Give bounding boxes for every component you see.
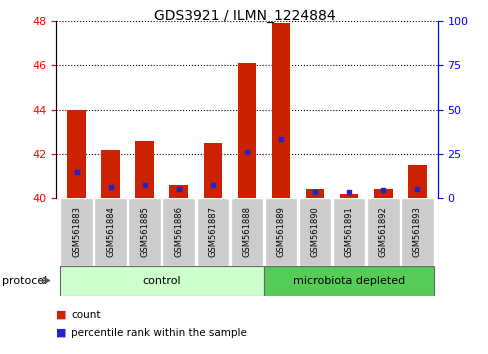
Bar <box>237 63 256 198</box>
Text: GDS3921 / ILMN_1224884: GDS3921 / ILMN_1224884 <box>153 9 335 23</box>
Bar <box>373 189 392 198</box>
Bar <box>271 23 290 198</box>
Text: percentile rank within the sample: percentile rank within the sample <box>71 328 246 338</box>
Bar <box>332 198 365 266</box>
Text: ■: ■ <box>56 328 66 338</box>
Text: GSM561891: GSM561891 <box>344 206 353 257</box>
Text: GSM561886: GSM561886 <box>174 206 183 257</box>
Text: control: control <box>142 275 181 286</box>
Text: GSM561890: GSM561890 <box>310 206 319 257</box>
Text: GSM561887: GSM561887 <box>208 206 217 257</box>
Text: count: count <box>71 310 100 320</box>
Text: GSM561885: GSM561885 <box>140 206 149 257</box>
Text: GSM561884: GSM561884 <box>106 206 115 257</box>
Text: GSM561888: GSM561888 <box>242 206 251 257</box>
Bar <box>230 198 263 266</box>
Bar <box>366 198 399 266</box>
Bar <box>169 185 188 198</box>
Bar <box>407 165 426 198</box>
Bar <box>400 198 433 266</box>
Bar <box>67 110 86 198</box>
Bar <box>298 198 331 266</box>
Text: GSM561892: GSM561892 <box>378 206 387 257</box>
Text: ■: ■ <box>56 310 66 320</box>
Bar <box>60 266 264 296</box>
Text: GSM561893: GSM561893 <box>412 206 421 257</box>
Bar <box>339 194 358 198</box>
Bar <box>128 198 161 266</box>
Bar <box>60 198 93 266</box>
Bar <box>264 266 433 296</box>
Bar <box>162 198 195 266</box>
Bar <box>94 198 127 266</box>
Text: GSM561889: GSM561889 <box>276 206 285 257</box>
Text: protocol: protocol <box>2 275 48 286</box>
Bar <box>196 198 229 266</box>
Bar <box>101 149 120 198</box>
Bar <box>264 198 297 266</box>
Bar <box>305 189 324 198</box>
Bar <box>135 141 154 198</box>
Text: microbiota depleted: microbiota depleted <box>292 275 405 286</box>
Text: GSM561883: GSM561883 <box>72 206 81 257</box>
Bar <box>203 143 222 198</box>
